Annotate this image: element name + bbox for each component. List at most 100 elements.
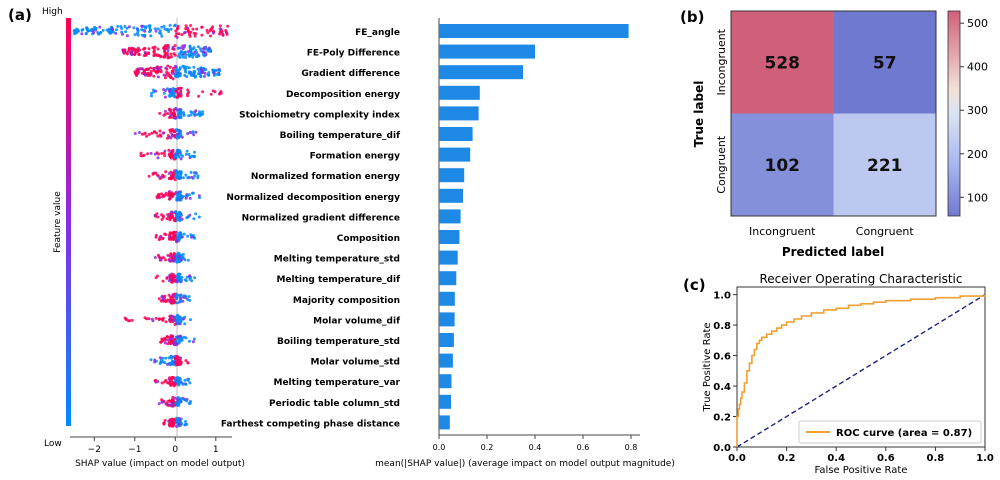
beeswarm-point [162,422,166,426]
beeswarm-point [160,381,164,385]
cm-y-label: True label [692,81,706,148]
beeswarm-point [192,217,196,221]
beeswarm-point [92,28,96,32]
beeswarm-point [165,87,169,91]
beeswarm-point [175,132,179,136]
beeswarm-point [151,172,155,176]
roc-y-tick-label: 0.6 [713,352,731,363]
beeswarm-point [186,29,190,33]
beeswarm-point [186,234,190,238]
beeswarm-point [167,107,171,111]
beeswarm-point [180,50,184,54]
beeswarm-point [164,191,168,195]
beeswarm-point [174,171,178,175]
beeswarm-point [175,297,179,301]
beeswarm-point [164,356,168,360]
beeswarm-point [181,195,185,198]
beeswarm-point [176,27,179,31]
shap-colorbar [66,18,71,426]
beeswarm-point [133,48,137,52]
beeswarm-point [162,151,166,155]
beeswarm-point [98,25,102,29]
beeswarm-point [189,49,193,53]
cm-colorbar-tick-label: 200 [967,148,988,161]
beeswarm-point [190,154,194,158]
importance-bar [439,65,523,80]
beeswarm-point [171,277,174,281]
beeswarm-point [154,233,158,237]
roc-ticks: 0.00.0 0.2 0.2 0.4 0.4 0.6 0.6 0.8 0.8 1.0 1.0 [713,291,994,464]
roc-y-label: True Positive Rate [702,322,713,412]
panel-label-b: (b) [680,8,704,26]
beeswarm-point [179,157,183,161]
importance-bar [439,85,480,100]
beeswarm-point [154,171,158,175]
beeswarm-point [163,112,167,116]
bar-x-tick-label: 0.2 [481,443,494,452]
beeswarm-point [179,153,183,157]
beeswarm-point [163,361,167,365]
beeswarm-point [114,31,118,35]
beeswarm-point [176,24,180,28]
importance-bar [439,353,453,368]
beeswarm-point [175,32,178,36]
beeswarm-point [201,53,205,56]
beeswarm-point [206,31,210,35]
beeswarm-point [152,74,156,78]
cm-x-tick-label: Congruent [856,225,915,238]
roc-frame [736,286,986,448]
beeswarm-point [187,295,191,298]
cm-cell-value: 102 [765,156,801,176]
cm-colorbar [947,10,961,217]
beeswarm-point [180,235,184,239]
beeswarm-point [188,131,192,134]
beeswarm-point [179,195,183,198]
beeswarm-point [163,76,167,80]
beeswarm-point [179,190,183,194]
feature-label: FE-Poly Difference [307,49,400,59]
beeswarm-point [165,67,169,71]
beeswarm-point [136,28,140,32]
beeswarm-point [186,92,190,96]
beeswarm-point [179,397,183,401]
beeswarm-point [179,253,183,257]
beeswarm-point [190,175,194,179]
beeswarm-point [84,32,88,36]
beeswarm-point [80,32,84,36]
beeswarm-point [181,299,185,303]
roc-diagonal-line [736,294,986,448]
beeswarm-point [111,27,114,31]
beeswarm-point [172,423,176,427]
importance-bar [439,291,455,306]
beeswarm-point [165,276,169,280]
beeswarm-point [148,74,152,78]
cm-tick-labels: Incongruent Incongruent Congruent Congruent [715,28,914,238]
beeswarm-point [155,212,159,216]
beeswarm-point [166,381,169,385]
beeswarm-point [180,217,184,221]
beeswarm-point [167,30,171,33]
beeswarm-point [172,109,176,113]
beeswarm-point [173,234,177,237]
beeswarm-point [175,238,179,242]
beeswarm-point [173,219,177,223]
cm-cell [833,11,936,114]
beeswarm-point [177,322,181,326]
beeswarm-point [193,174,197,178]
beeswarm-point [186,176,190,180]
beeswarm-point [188,34,192,38]
beeswarm-point [169,27,173,31]
feature-label: Farthest competing phase distance [221,419,400,429]
beeswarm-point [172,382,176,386]
beeswarm-point [171,404,175,408]
beeswarm-point [153,53,157,57]
cm-cell-value: 57 [873,53,897,73]
beeswarm-point [121,32,124,36]
beeswarm-point [73,32,77,36]
importance-bar-chart: 0.0 0.2 0.4 0.6 0.8 mean(|SHAP value|) (aver… [375,18,675,469]
beeswarm-point [192,31,196,35]
bar-x-tick-label: 0.4 [529,443,542,452]
importance-bar [439,106,479,121]
beeswarm-point [158,235,162,239]
beeswarm-point [179,233,183,236]
